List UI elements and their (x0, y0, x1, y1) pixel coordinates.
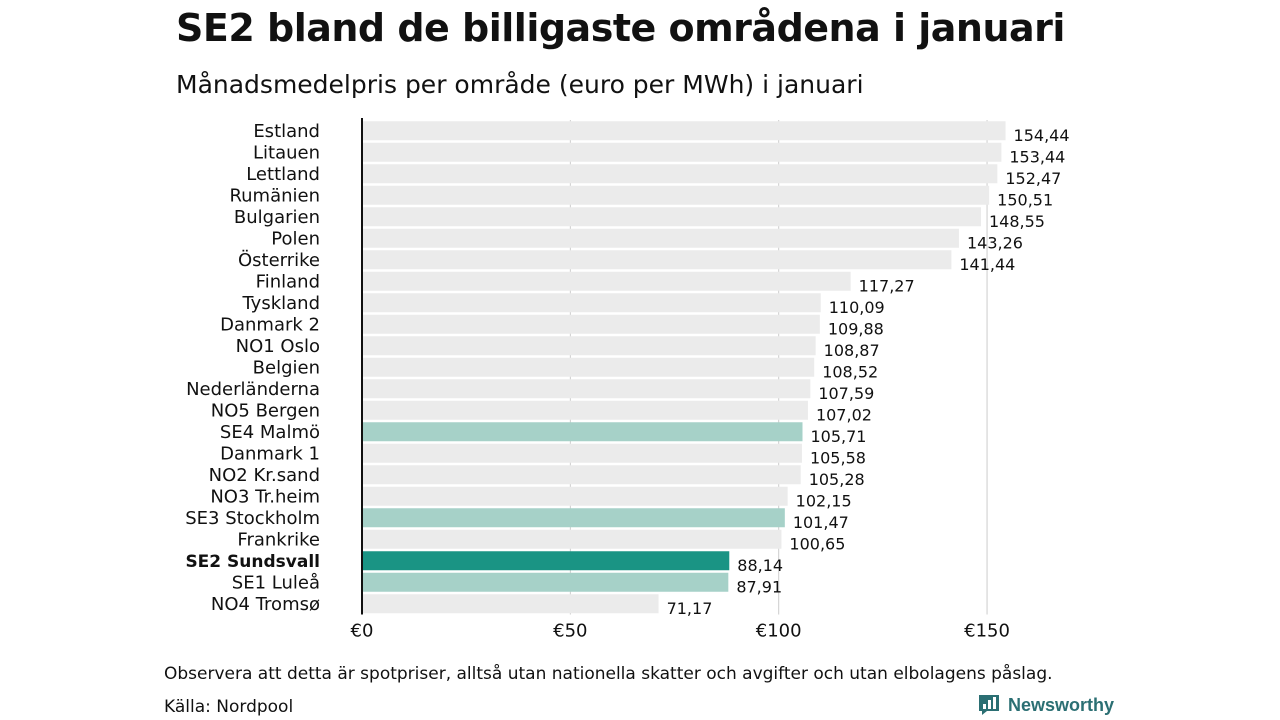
category-label: SE4 Malmö (220, 422, 320, 443)
bar (362, 572, 729, 592)
bar (362, 551, 730, 571)
category-label: Polen (271, 228, 320, 249)
bar (362, 443, 802, 463)
bar (362, 293, 821, 313)
bar (362, 228, 959, 248)
value-label: 141,44 (959, 255, 1015, 274)
bars (362, 121, 1006, 614)
bar (362, 594, 659, 614)
value-label: 88,14 (737, 556, 783, 575)
value-label: 148,55 (989, 212, 1045, 231)
value-label: 109,88 (828, 319, 884, 338)
category-label: NO1 Oslo (236, 336, 320, 357)
value-label: 143,26 (967, 233, 1023, 252)
category-label: Finland (256, 271, 320, 292)
bar (362, 207, 982, 227)
category-label: Nederländerna (186, 379, 320, 400)
value-label: 87,91 (736, 577, 782, 596)
bar (362, 142, 1002, 162)
value-label: 153,44 (1009, 147, 1065, 166)
value-label: 100,65 (789, 534, 845, 553)
x-tick-label: €150 (964, 621, 1010, 642)
category-label: Danmark 2 (220, 314, 320, 335)
value-label: 108,52 (822, 362, 878, 381)
category-label: NO4 Tromsø (211, 594, 320, 615)
category-label: NO3 Tr.heim (210, 486, 320, 507)
value-label: 107,59 (818, 384, 874, 403)
footnote: Observera att detta är spotpriser, allts… (164, 664, 1053, 684)
bar (362, 486, 788, 506)
category-label: SE2 Sundsvall (185, 552, 320, 572)
bar (362, 250, 952, 270)
source-credit: Källa: Nordpool (164, 697, 294, 717)
bar (362, 400, 808, 420)
value-label: 117,27 (859, 276, 915, 295)
category-label: Rumänien (229, 185, 320, 206)
category-label: Belgien (253, 357, 320, 378)
bar (362, 379, 811, 399)
value-label: 105,71 (810, 427, 866, 446)
bar (362, 357, 815, 377)
bar (362, 465, 801, 485)
value-label: 105,28 (809, 470, 865, 489)
bar (362, 422, 803, 442)
category-label: Österrike (238, 249, 320, 271)
bar (362, 185, 990, 205)
value-label: 110,09 (829, 298, 885, 317)
value-label: 71,17 (667, 599, 713, 618)
x-tick-label: €50 (553, 621, 587, 642)
brand-name: Newsworthy (1008, 694, 1115, 715)
category-label: Lettland (246, 164, 320, 185)
category-label: NO5 Bergen (211, 400, 320, 421)
value-label: 101,47 (793, 513, 849, 532)
labels: €0 €50 €100 €150 Estland 154,44 Litauen 153,44 L… (185, 121, 1069, 642)
bar (362, 529, 782, 549)
chart-subtitle: Månadsmedelpris per område (euro per MWh… (176, 70, 864, 99)
bar (362, 271, 851, 291)
bar (362, 314, 820, 334)
newsworthy-logo-icon (979, 695, 999, 715)
value-label: 154,44 (1014, 126, 1070, 145)
value-label: 108,87 (824, 341, 880, 360)
value-label: 152,47 (1005, 169, 1061, 188)
bar (362, 508, 785, 528)
category-label: Estland (253, 121, 320, 142)
value-label: 102,15 (796, 491, 852, 510)
category-label: Danmark 1 (220, 443, 320, 464)
category-label: Frankrike (237, 529, 320, 550)
category-label: Litauen (253, 142, 320, 163)
chart-title: SE2 bland de billigaste områdena i janua… (176, 6, 1065, 50)
category-label: SE1 Luleå (232, 572, 320, 593)
value-label: 107,02 (816, 405, 872, 424)
bar (362, 121, 1006, 141)
category-label: Tyskland (241, 293, 320, 314)
bar (362, 164, 998, 184)
bar (362, 336, 816, 356)
brand-logo: Newsworthy (978, 693, 1114, 717)
category-label: Bulgarien (234, 207, 320, 228)
category-label: SE3 Stockholm (185, 508, 320, 529)
category-label: NO2 Kr.sand (209, 465, 320, 486)
value-label: 150,51 (997, 190, 1053, 209)
value-label: 105,58 (810, 448, 866, 467)
x-tick-label: €0 (351, 621, 374, 642)
x-tick-label: €100 (756, 621, 802, 642)
